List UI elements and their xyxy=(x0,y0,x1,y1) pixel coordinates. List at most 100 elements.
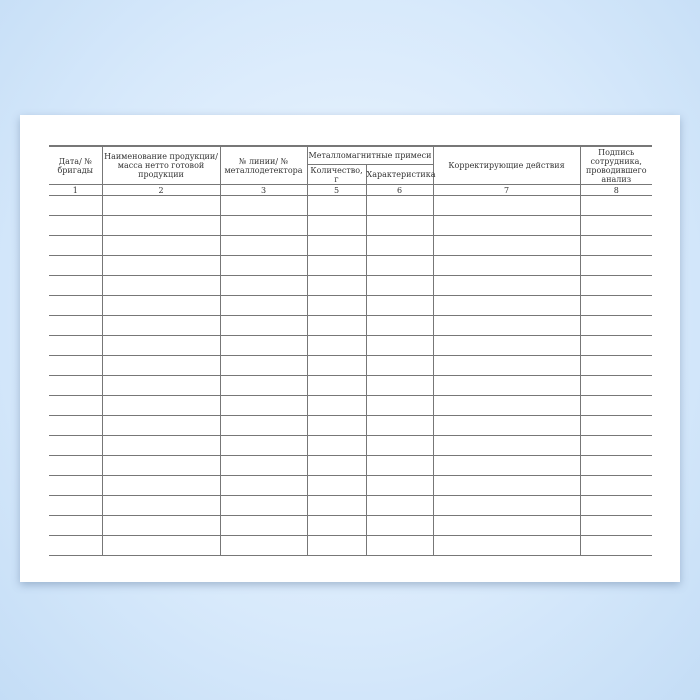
table-cell[interactable] xyxy=(579,495,652,516)
table-cell[interactable] xyxy=(306,235,367,256)
table-cell[interactable] xyxy=(49,315,103,336)
table-cell[interactable] xyxy=(101,335,221,356)
table-cell[interactable] xyxy=(432,195,581,216)
table-cell[interactable] xyxy=(306,415,367,436)
table-cell[interactable] xyxy=(365,415,434,436)
table-cell[interactable] xyxy=(219,395,308,416)
table-cell[interactable] xyxy=(219,515,308,536)
table-cell[interactable] xyxy=(365,275,434,296)
table-cell[interactable] xyxy=(101,415,221,436)
table-cell[interactable] xyxy=(101,375,221,396)
table-cell[interactable] xyxy=(432,335,581,356)
table-cell[interactable] xyxy=(306,335,367,356)
table-cell[interactable] xyxy=(579,515,652,536)
table-cell[interactable] xyxy=(432,355,581,376)
table-cell[interactable] xyxy=(219,235,308,256)
table-cell[interactable] xyxy=(579,235,652,256)
table-cell[interactable] xyxy=(365,355,434,376)
table-cell[interactable] xyxy=(365,455,434,476)
table-cell[interactable] xyxy=(432,295,581,316)
table-cell[interactable] xyxy=(579,215,652,236)
table-cell[interactable] xyxy=(306,455,367,476)
table-cell[interactable] xyxy=(101,495,221,516)
table-cell[interactable] xyxy=(49,235,103,256)
table-cell[interactable] xyxy=(432,215,581,236)
table-cell[interactable] xyxy=(432,455,581,476)
table-cell[interactable] xyxy=(579,395,652,416)
table-cell[interactable] xyxy=(101,315,221,336)
table-cell[interactable] xyxy=(579,535,652,556)
table-cell[interactable] xyxy=(579,375,652,396)
table-cell[interactable] xyxy=(306,395,367,416)
table-cell[interactable] xyxy=(432,395,581,416)
table-cell[interactable] xyxy=(49,195,103,216)
table-cell[interactable] xyxy=(219,195,308,216)
table-cell[interactable] xyxy=(579,415,652,436)
table-cell[interactable] xyxy=(219,335,308,356)
table-cell[interactable] xyxy=(219,255,308,276)
table-cell[interactable] xyxy=(579,295,652,316)
table-cell[interactable] xyxy=(219,455,308,476)
table-cell[interactable] xyxy=(219,315,308,336)
table-cell[interactable] xyxy=(365,495,434,516)
table-cell[interactable] xyxy=(432,495,581,516)
table-cell[interactable] xyxy=(432,515,581,536)
table-cell[interactable] xyxy=(101,295,221,316)
table-cell[interactable] xyxy=(49,455,103,476)
table-cell[interactable] xyxy=(365,235,434,256)
table-cell[interactable] xyxy=(306,435,367,456)
table-cell[interactable] xyxy=(49,215,103,236)
table-cell[interactable] xyxy=(579,255,652,276)
table-cell[interactable] xyxy=(49,355,103,376)
table-cell[interactable] xyxy=(306,295,367,316)
table-cell[interactable] xyxy=(101,435,221,456)
table-cell[interactable] xyxy=(219,495,308,516)
table-cell[interactable] xyxy=(49,495,103,516)
table-cell[interactable] xyxy=(365,255,434,276)
table-cell[interactable] xyxy=(579,355,652,376)
table-cell[interactable] xyxy=(306,495,367,516)
table-cell[interactable] xyxy=(365,215,434,236)
table-cell[interactable] xyxy=(365,295,434,316)
table-cell[interactable] xyxy=(365,335,434,356)
table-cell[interactable] xyxy=(219,355,308,376)
table-cell[interactable] xyxy=(579,435,652,456)
table-cell[interactable] xyxy=(432,275,581,296)
table-cell[interactable] xyxy=(365,515,434,536)
table-cell[interactable] xyxy=(432,235,581,256)
table-cell[interactable] xyxy=(579,475,652,496)
table-cell[interactable] xyxy=(49,255,103,276)
table-cell[interactable] xyxy=(219,215,308,236)
table-cell[interactable] xyxy=(306,195,367,216)
table-cell[interactable] xyxy=(432,315,581,336)
table-cell[interactable] xyxy=(365,315,434,336)
table-cell[interactable] xyxy=(432,475,581,496)
table-cell[interactable] xyxy=(306,355,367,376)
table-cell[interactable] xyxy=(306,375,367,396)
table-cell[interactable] xyxy=(49,515,103,536)
table-cell[interactable] xyxy=(49,475,103,496)
table-cell[interactable] xyxy=(365,375,434,396)
table-cell[interactable] xyxy=(365,475,434,496)
table-cell[interactable] xyxy=(579,315,652,336)
table-cell[interactable] xyxy=(219,535,308,556)
table-cell[interactable] xyxy=(101,515,221,536)
table-cell[interactable] xyxy=(365,535,434,556)
table-cell[interactable] xyxy=(49,335,103,356)
table-cell[interactable] xyxy=(365,435,434,456)
table-cell[interactable] xyxy=(579,455,652,476)
table-cell[interactable] xyxy=(219,435,308,456)
table-cell[interactable] xyxy=(306,535,367,556)
table-cell[interactable] xyxy=(49,435,103,456)
table-cell[interactable] xyxy=(219,375,308,396)
table-cell[interactable] xyxy=(432,255,581,276)
table-cell[interactable] xyxy=(365,395,434,416)
table-cell[interactable] xyxy=(101,475,221,496)
table-cell[interactable] xyxy=(579,195,652,216)
table-cell[interactable] xyxy=(49,275,103,296)
table-cell[interactable] xyxy=(49,295,103,316)
table-cell[interactable] xyxy=(579,275,652,296)
table-cell[interactable] xyxy=(306,255,367,276)
table-cell[interactable] xyxy=(579,335,652,356)
table-cell[interactable] xyxy=(101,535,221,556)
